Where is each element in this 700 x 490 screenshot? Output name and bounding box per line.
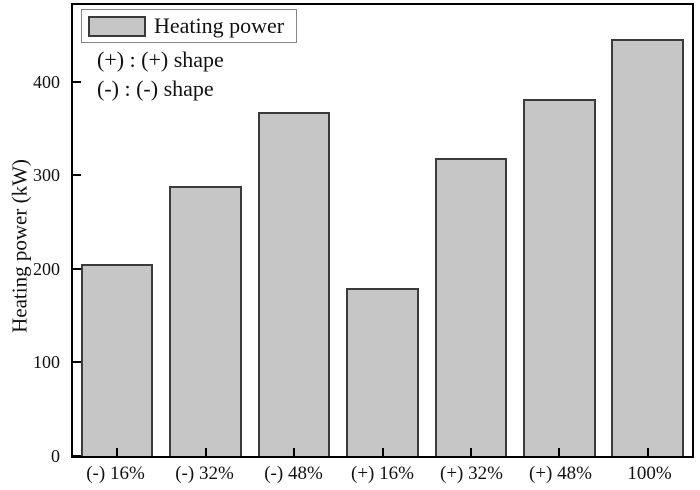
y-tick [73,361,81,364]
x-tick [381,448,384,456]
x-axis-label: (-) 16% [86,463,145,484]
bar-slot [515,5,603,456]
bar-slot [427,5,515,456]
bar-slot [250,5,338,456]
x-axis-labels: (-) 16% (-) 32% (-) 48% (+) 16% (+) 32% (+) 4… [71,462,694,486]
bar-(+)16% [346,287,419,456]
y-tick-label: 400 [33,71,60,92]
y-tick-label: 0 [51,446,60,466]
x-tick [646,448,649,456]
y-tick-label: 300 [33,165,60,186]
x-axis-label: 100% [627,463,672,484]
x-tick [558,448,561,456]
x-axis-label: (+) 32% [440,463,503,484]
x-tick [116,448,119,456]
x-tick [293,448,296,456]
bar-(+)32% [434,157,508,456]
x-tick [204,448,207,456]
y-tick [73,174,81,177]
legend-label-heating-power: Heating power [154,13,285,38]
x-axis-label: (-) 32% [175,463,234,484]
bars-container [73,5,692,456]
x-axis-label: (+) 16% [351,463,414,484]
y-ticks-container [73,5,692,457]
bar-100% [611,38,684,456]
bar-(-)48% [257,111,331,456]
x-ticks-container [73,5,692,456]
plot-area: Heating power (+) : (+) shape (-) : (-) … [71,3,694,458]
annotation-line-minus: (-) : (-) shape [97,76,214,101]
legend-swatch-heating-power [88,15,146,37]
y-tick [73,80,81,83]
y-tick-label: 100 [33,352,60,373]
x-tick [469,448,472,456]
shape-annotation: (+) : (+) shape (-) : (-) shape [97,45,224,103]
bar-slot [73,5,161,456]
annotation-line-plus: (+) : (+) shape [97,47,224,72]
bar-slot [161,5,249,456]
bar-slot [604,5,692,456]
y-tick [73,455,81,457]
x-axis-label: (-) 48% [264,463,323,484]
bar-(-)16% [80,264,154,456]
x-axis-label: (+) 48% [529,463,592,484]
bar-(+)48% [523,98,596,456]
bar-slot [338,5,426,456]
legend: Heating power [81,9,298,43]
bar-(-)32% [169,185,242,456]
y-tick [73,267,81,270]
y-tick-label: 200 [33,258,60,279]
